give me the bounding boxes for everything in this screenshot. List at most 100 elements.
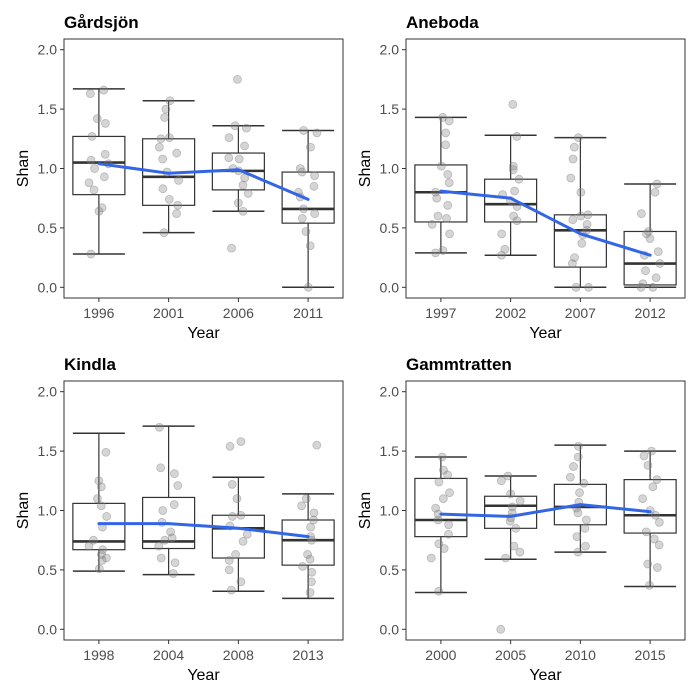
data-point xyxy=(84,541,94,551)
data-point xyxy=(225,441,235,451)
data-point xyxy=(238,206,248,216)
data-point xyxy=(227,243,236,253)
x-axis-title: Year xyxy=(529,667,562,684)
data-point xyxy=(509,211,519,221)
data-point xyxy=(310,209,320,219)
box-iqr xyxy=(623,479,677,534)
data-point xyxy=(642,229,651,239)
data-point xyxy=(166,527,175,537)
data-point xyxy=(653,247,663,257)
data-point xyxy=(644,227,653,236)
data-point xyxy=(242,529,252,539)
box-iqr xyxy=(211,514,265,559)
data-point xyxy=(160,113,169,122)
data-point xyxy=(156,134,166,144)
x-tick-label: 1997 xyxy=(425,305,456,321)
panel-2: Aneboda 0.0 0.5 1.0 1.5 2.0 1997 2002 2007 2012 Ye… xyxy=(357,13,686,342)
x-tick-label: 1996 xyxy=(83,305,114,321)
data-point xyxy=(567,259,577,268)
data-point xyxy=(92,114,102,124)
data-point xyxy=(643,460,653,470)
x-tick-label: 2011 xyxy=(293,305,323,321)
box-1996 xyxy=(72,88,126,255)
box-iqr xyxy=(281,519,335,566)
y-tick-label: 0.5 xyxy=(38,220,58,236)
data-point xyxy=(238,536,248,546)
data-point xyxy=(224,133,234,143)
data-point xyxy=(636,209,646,219)
data-point xyxy=(443,470,453,480)
data-point xyxy=(96,501,106,511)
panel-3: Kindla 0.0 0.5 1.0 1.5 2.0 1998 2004 2008 2013 Yea… xyxy=(15,355,344,684)
data-point xyxy=(167,533,177,543)
data-point xyxy=(444,520,454,530)
box-iqr xyxy=(281,171,335,224)
data-point xyxy=(230,121,240,131)
data-point xyxy=(444,116,454,126)
data-point xyxy=(581,515,591,525)
data-point xyxy=(299,204,308,214)
data-point xyxy=(579,478,589,488)
data-point xyxy=(170,558,180,568)
y-tick-label: 0.5 xyxy=(380,220,400,236)
data-point xyxy=(164,133,174,143)
y-tick-label: 1.5 xyxy=(38,443,58,459)
data-point xyxy=(309,515,318,525)
y-tick-label: 0.0 xyxy=(38,621,58,637)
x-tick-label: 2007 xyxy=(565,305,596,321)
data-point xyxy=(638,494,648,504)
data-point xyxy=(100,149,110,159)
data-point xyxy=(509,541,519,551)
data-point xyxy=(506,489,515,499)
data-point xyxy=(433,515,443,525)
x-tick-label: 2001 xyxy=(153,305,184,321)
data-point xyxy=(158,506,168,515)
box-iqr xyxy=(414,477,468,538)
data-point xyxy=(156,463,166,473)
data-point xyxy=(154,541,164,551)
data-point xyxy=(161,104,171,114)
box-2011 xyxy=(281,129,335,289)
x-tick-label: 2012 xyxy=(635,305,666,321)
data-point xyxy=(638,279,648,289)
box-2015 xyxy=(623,450,677,588)
data-point xyxy=(442,213,451,223)
data-point xyxy=(654,540,664,550)
data-point xyxy=(101,553,111,563)
data-point xyxy=(496,624,506,634)
data-point xyxy=(297,213,307,223)
data-point xyxy=(575,488,584,498)
data-point xyxy=(295,164,305,173)
y-tick-label: 0.5 xyxy=(38,562,58,578)
y-tick-label: 2.0 xyxy=(38,384,58,400)
data-point xyxy=(503,471,513,481)
data-point xyxy=(309,181,319,191)
data-point xyxy=(515,547,525,557)
data-point xyxy=(574,133,583,143)
data-point xyxy=(85,89,95,99)
y-tick-label: 2.0 xyxy=(380,384,400,400)
data-point xyxy=(441,140,451,150)
x-tick-label: 2008 xyxy=(223,647,254,663)
x-tick-label: 2005 xyxy=(495,647,526,663)
y-tick-label: 1.0 xyxy=(380,161,400,177)
y-tick-label: 1.0 xyxy=(380,503,400,519)
data-point xyxy=(431,248,440,258)
data-point xyxy=(639,451,649,461)
data-point xyxy=(97,550,106,559)
box-2000 xyxy=(414,456,468,594)
box-2013 xyxy=(281,493,335,600)
data-point xyxy=(86,155,96,165)
data-point xyxy=(652,563,662,572)
data-point xyxy=(307,567,317,577)
data-point xyxy=(224,565,234,575)
data-point xyxy=(431,503,441,513)
data-point xyxy=(236,577,246,587)
data-point xyxy=(298,561,308,571)
y-tick-label: 0.0 xyxy=(380,621,400,637)
box-2012 xyxy=(623,183,677,289)
data-point xyxy=(443,170,453,179)
data-point xyxy=(227,479,237,489)
data-point xyxy=(441,128,451,138)
